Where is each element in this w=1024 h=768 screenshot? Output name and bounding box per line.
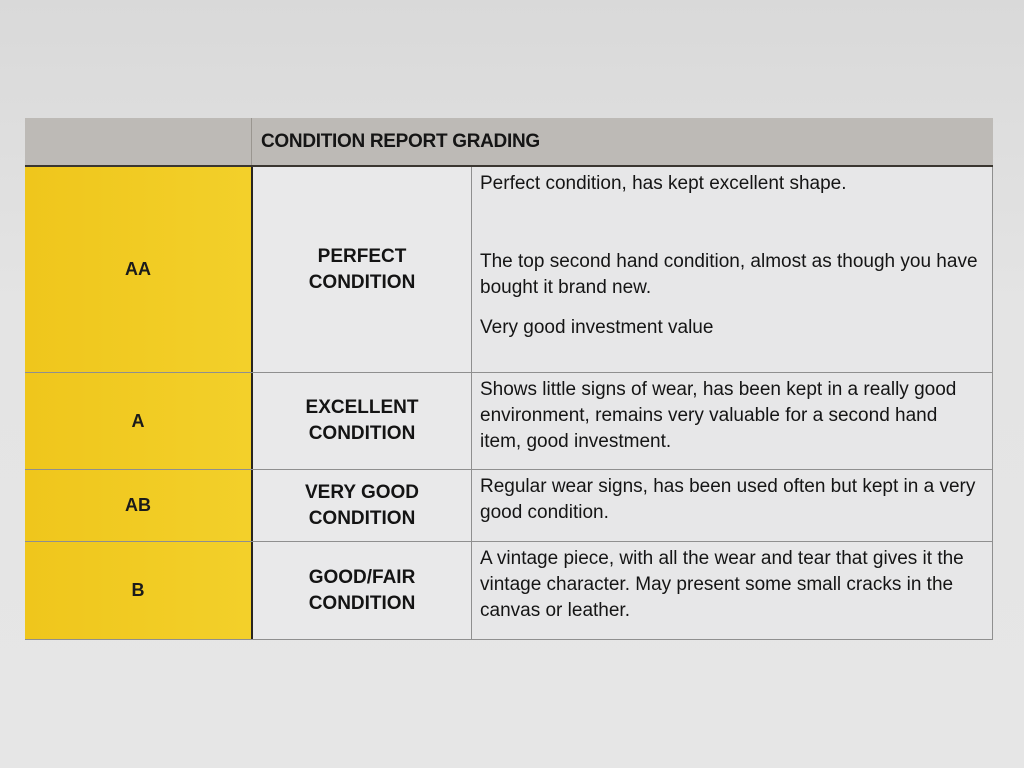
description-cell: Regular wear signs, has been used often … xyxy=(472,470,993,541)
grade-cell: A xyxy=(25,373,253,469)
header-blank-cell xyxy=(25,118,252,165)
condition-cell: VERY GOOD CONDITION xyxy=(253,470,472,541)
condition-label: PERFECT CONDITION xyxy=(308,245,416,293)
grade-cell: AA xyxy=(25,167,253,372)
table-title: CONDITION REPORT GRADING xyxy=(261,131,540,152)
description-cell: Perfect condition, has kept excellent sh… xyxy=(472,167,993,372)
table-row: AB VERY GOOD CONDITION Regular wear sign… xyxy=(25,470,993,542)
description-text: Shows little signs of wear, has been kep… xyxy=(480,379,957,452)
condition-label: GOOD/FAIR CONDITION xyxy=(308,566,416,614)
table-row: AA PERFECT CONDITION Perfect condition, … xyxy=(25,167,993,373)
description-text: Perfect condition, has kept excellent sh… xyxy=(480,173,847,194)
table-header: CONDITION REPORT GRADING xyxy=(25,118,993,167)
description-text: Very good investment value xyxy=(480,317,714,338)
condition-grading-table: CONDITION REPORT GRADING AA PERFECT COND… xyxy=(25,118,993,640)
grade-cell: AB xyxy=(25,470,253,541)
description-text: Regular wear signs, has been used often … xyxy=(480,476,976,523)
condition-cell: GOOD/FAIR CONDITION xyxy=(253,542,472,639)
grade-cell: B xyxy=(25,542,253,639)
table-row: A EXCELLENT CONDITION Shows little signs… xyxy=(25,373,993,470)
table-row: B GOOD/FAIR CONDITION A vintage piece, w… xyxy=(25,542,993,640)
description-cell: Shows little signs of wear, has been kep… xyxy=(472,373,993,469)
condition-label: EXCELLENT CONDITION xyxy=(305,397,419,444)
description-text: The top second hand condition, almost as… xyxy=(480,251,978,298)
condition-label: VERY GOOD CONDITION xyxy=(304,481,420,529)
description-cell: A vintage piece, with all the wear and t… xyxy=(472,542,993,639)
condition-cell: EXCELLENT CONDITION xyxy=(253,373,472,469)
condition-cell: PERFECT CONDITION xyxy=(253,167,472,372)
description-text: A vintage piece, with all the wear and t… xyxy=(480,548,964,621)
